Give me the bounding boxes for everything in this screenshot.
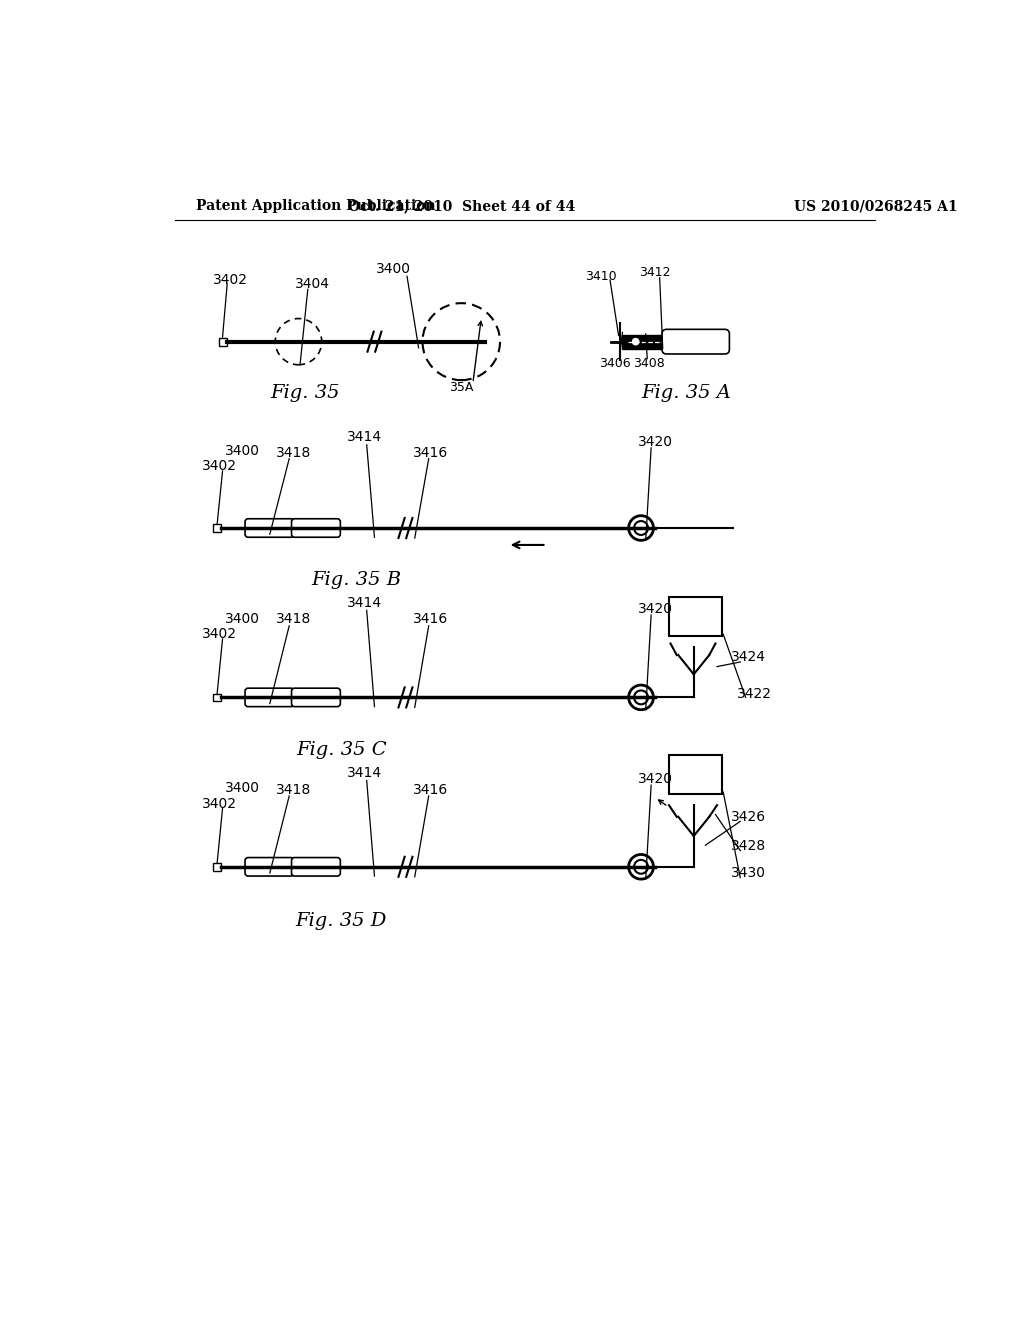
Text: 3402: 3402 xyxy=(202,797,237,810)
Bar xyxy=(669,755,722,793)
Text: 3402: 3402 xyxy=(202,459,237,474)
Bar xyxy=(213,693,221,701)
FancyBboxPatch shape xyxy=(662,330,729,354)
Text: Fig. 35 B: Fig. 35 B xyxy=(311,572,401,589)
Text: 3406: 3406 xyxy=(599,356,631,370)
Bar xyxy=(669,598,722,636)
Bar xyxy=(213,524,221,532)
Text: 3400: 3400 xyxy=(225,612,260,626)
Text: 3426: 3426 xyxy=(730,809,766,824)
Text: Patent Application Publication: Patent Application Publication xyxy=(197,199,436,213)
Text: 3400: 3400 xyxy=(376,261,411,276)
Text: 3402: 3402 xyxy=(202,627,237,642)
Text: 3420: 3420 xyxy=(638,434,673,449)
FancyBboxPatch shape xyxy=(292,858,340,876)
Text: 3416: 3416 xyxy=(413,612,447,626)
Text: 3418: 3418 xyxy=(275,446,310,459)
Text: 3400: 3400 xyxy=(225,781,260,795)
Text: 3414: 3414 xyxy=(347,766,382,780)
Text: 3412: 3412 xyxy=(639,265,671,279)
Text: 3416: 3416 xyxy=(413,783,447,797)
FancyBboxPatch shape xyxy=(292,519,340,537)
Bar xyxy=(213,863,221,871)
Text: 3420: 3420 xyxy=(638,772,673,785)
Circle shape xyxy=(632,338,640,346)
Text: Fig. 35 A: Fig. 35 A xyxy=(641,384,731,403)
Text: 3420: 3420 xyxy=(638,602,673,616)
Text: Fig. 35 D: Fig. 35 D xyxy=(296,912,387,929)
Text: 3400: 3400 xyxy=(225,444,260,458)
Text: 35A: 35A xyxy=(450,381,473,395)
Text: Fig. 35 C: Fig. 35 C xyxy=(296,741,386,759)
FancyBboxPatch shape xyxy=(292,688,340,706)
Bar xyxy=(623,335,668,348)
FancyBboxPatch shape xyxy=(245,519,294,537)
Text: 3404: 3404 xyxy=(295,277,330,290)
Text: 3416: 3416 xyxy=(413,446,447,459)
Text: 3424: 3424 xyxy=(730,651,766,664)
FancyBboxPatch shape xyxy=(245,688,294,706)
Text: 3402: 3402 xyxy=(213,273,248,286)
Text: 3418: 3418 xyxy=(275,783,310,797)
FancyBboxPatch shape xyxy=(245,858,294,876)
Text: 3410: 3410 xyxy=(585,269,616,282)
Text: Fig. 35: Fig. 35 xyxy=(270,384,339,403)
Text: 3418: 3418 xyxy=(275,612,310,626)
Text: Oct. 21, 2010  Sheet 44 of 44: Oct. 21, 2010 Sheet 44 of 44 xyxy=(347,199,574,213)
Bar xyxy=(219,338,227,346)
Text: 3414: 3414 xyxy=(347,597,382,610)
Circle shape xyxy=(629,516,653,540)
Text: US 2010/0268245 A1: US 2010/0268245 A1 xyxy=(795,199,958,213)
Text: 3430: 3430 xyxy=(730,866,766,880)
Circle shape xyxy=(629,854,653,879)
Text: 3428: 3428 xyxy=(730,840,766,853)
Text: 3422: 3422 xyxy=(736,686,772,701)
Text: 3408: 3408 xyxy=(633,356,665,370)
Circle shape xyxy=(629,685,653,710)
Text: 3414: 3414 xyxy=(347,430,382,444)
